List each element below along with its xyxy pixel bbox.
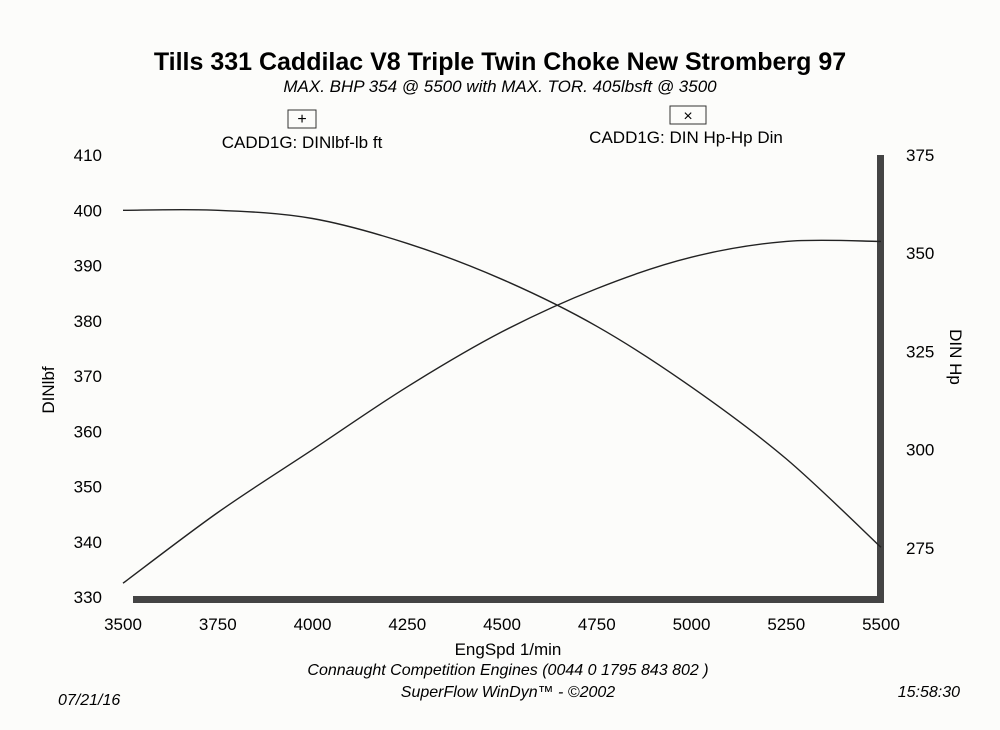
legend-power-label: CADD1G: DIN Hp-Hp Din: [589, 128, 783, 147]
y-right-tick-label: 350: [906, 244, 934, 263]
x-axis-bar: [133, 596, 884, 603]
y-left-tick-label: 390: [74, 257, 102, 276]
x-tick-label: 5000: [673, 615, 711, 634]
x-tick-label: 3500: [104, 615, 142, 634]
x-axis-label: EngSpd 1/min: [455, 640, 562, 659]
x-tick-label: 4000: [294, 615, 332, 634]
x-tick-labels: 3500 3750 4000 4250 4500 4750 5000 5250 5500: [104, 615, 900, 634]
y-left-tick-label: 360: [74, 422, 102, 441]
footer-company: Connaught Competition Engines (0044 0 17…: [307, 662, 708, 679]
x-tick-label: 4250: [388, 615, 426, 634]
footer-software: SuperFlow WinDyn™ - ©2002: [401, 684, 615, 701]
y-left-tick-label: 400: [74, 201, 102, 220]
legend: + CADD1G: DINlbf-lb ft × CADD1G: DIN Hp-…: [222, 105, 783, 152]
chart-title: Tills 331 Caddilac V8 Triple Twin Choke …: [154, 48, 846, 76]
x-tick-label: 5250: [767, 615, 805, 634]
y-right-tick-label: 325: [906, 342, 934, 361]
y-left-tick-label: 350: [74, 478, 102, 497]
torque-series-line: [122, 208, 882, 548]
y-left-tick-label: 370: [74, 367, 102, 386]
right-axis-bar: [877, 155, 884, 603]
y-right-tick-label: 275: [906, 539, 934, 558]
y-right-tick-labels: 275 300 325 350 375: [906, 146, 934, 558]
legend-torque-marker-box: [287, 109, 317, 129]
legend-torque-label: CADD1G: DINlbf-lb ft: [222, 133, 383, 152]
x-tick-label: 5500: [862, 615, 900, 634]
footer-date: 07/21/16: [58, 692, 120, 709]
y-right-tick-label: 300: [906, 441, 934, 460]
power-series-line: [122, 239, 882, 584]
y-left-tick-labels: 330 340 350 360 370 380 390 400 410: [74, 146, 102, 607]
legend-torque-marker: +: [297, 111, 306, 128]
legend-power-marker-box: [669, 105, 707, 125]
y-left-tick-label: 410: [74, 146, 102, 165]
legend-power-marker: ×: [683, 108, 692, 125]
y-left-tick-label: 340: [74, 533, 102, 552]
y-left-tick-label: 330: [74, 588, 102, 607]
footer-time: 15:58:30: [898, 684, 960, 701]
x-tick-label: 4500: [483, 615, 521, 634]
y-left-tick-label: 380: [74, 312, 102, 331]
series-lines: [122, 208, 882, 584]
y-right-axis-label: DIN Hp: [946, 329, 965, 385]
y-right-tick-label: 375: [906, 146, 934, 165]
chart-subtitle: MAX. BHP 354 @ 5500 with MAX. TOR. 405lb…: [283, 77, 717, 96]
y-left-axis-label: DINlbf: [39, 366, 58, 414]
x-tick-label: 3750: [199, 615, 237, 634]
x-tick-label: 4750: [578, 615, 616, 634]
